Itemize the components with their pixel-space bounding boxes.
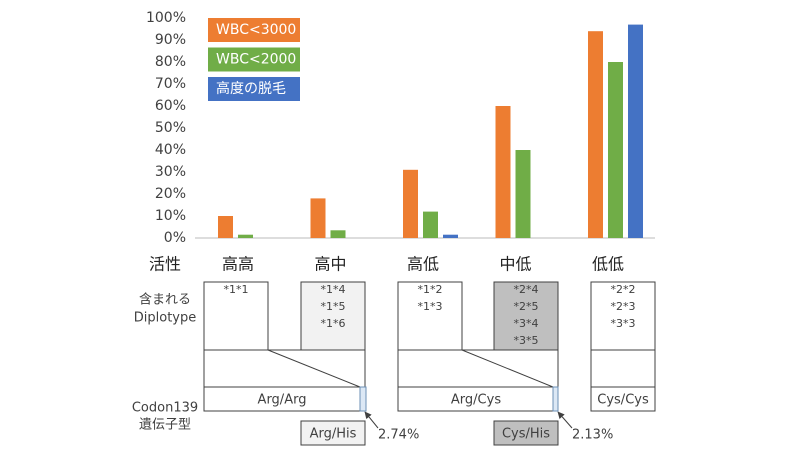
x-tick-label: 高中 (314, 255, 346, 274)
connectors (203, 349, 656, 388)
box (590, 281, 656, 351)
y-tick-label: 40% (155, 142, 186, 158)
arrow (364, 411, 379, 429)
y-tick-label: 80% (155, 54, 186, 70)
genotype-box (203, 386, 361, 412)
bar (330, 230, 346, 238)
y-tick-label: 60% (155, 98, 186, 114)
x-tick-label: 中低 (499, 255, 531, 274)
legend-label: WBC<2000 (216, 52, 296, 68)
bar (423, 211, 438, 238)
percent: 2.13% (572, 428, 613, 443)
row-label: 含まれる (139, 292, 191, 308)
genotype: Arg/His (310, 427, 357, 442)
y-tick-label: 0% (164, 230, 186, 246)
x-tick-label: 低低 (592, 255, 624, 274)
x-tick-label: 高高 (222, 255, 254, 274)
y-tick-label: 70% (155, 76, 186, 92)
bar (495, 106, 511, 238)
arrow (557, 411, 573, 429)
diplotype: *2*2 (611, 283, 636, 296)
fraction-box (359, 386, 367, 412)
y-tick-label: 20% (155, 186, 186, 202)
genotype-box (493, 420, 559, 446)
box (300, 281, 366, 351)
bar (218, 216, 233, 238)
y-tick-label: 90% (155, 32, 186, 48)
y-tick-label: 30% (155, 164, 186, 180)
y-tick-label: 100% (146, 10, 186, 26)
diplotype: *1*1 (224, 283, 249, 296)
legend-swatch (208, 47, 300, 72)
bar (628, 24, 643, 238)
percent: 2.74% (378, 428, 419, 443)
genotype: Arg/Arg (258, 393, 307, 408)
diplotype: *3*3 (611, 317, 636, 330)
bar (443, 234, 458, 238)
diplotype: *2*4 (514, 283, 539, 296)
genotype-box (590, 386, 656, 412)
diplotype: *3*5 (514, 334, 539, 347)
genotype: Cys/His (502, 427, 550, 442)
bar (238, 234, 253, 238)
row-label: 活性 (149, 255, 181, 274)
diplotype: *1*5 (321, 300, 346, 313)
diplotype: *2*5 (514, 300, 539, 313)
diplotype: *1*4 (321, 283, 346, 296)
legend-label: 高度の脱毛 (216, 80, 286, 97)
bar (515, 150, 531, 238)
fraction-box (552, 386, 559, 412)
bar (403, 169, 418, 238)
diplotype: *3*4 (514, 317, 539, 330)
bar (588, 31, 603, 239)
genotype-box (300, 420, 366, 446)
diplotype: *1*3 (418, 300, 443, 313)
y-tick-label: 50% (155, 120, 186, 136)
box (493, 281, 559, 351)
row-label: Diplotype (134, 311, 196, 326)
y-tick-label: 10% (155, 208, 186, 224)
legend-swatch (208, 18, 300, 42)
diplotype: *1*6 (321, 317, 346, 330)
row-label: Codon139 (132, 401, 198, 416)
legend-label: WBC<3000 (216, 22, 296, 38)
bar (310, 198, 326, 238)
x-tick-label: 高低 (407, 255, 439, 274)
diplotype: *2*3 (611, 300, 636, 313)
genotype: Cys/Cys (597, 393, 649, 408)
genotype: Arg/Cys (451, 393, 501, 408)
row-label: 遺伝子型 (139, 418, 191, 433)
bar (608, 62, 623, 238)
legend-swatch (208, 77, 300, 101)
diplotype: *1*2 (418, 283, 443, 296)
